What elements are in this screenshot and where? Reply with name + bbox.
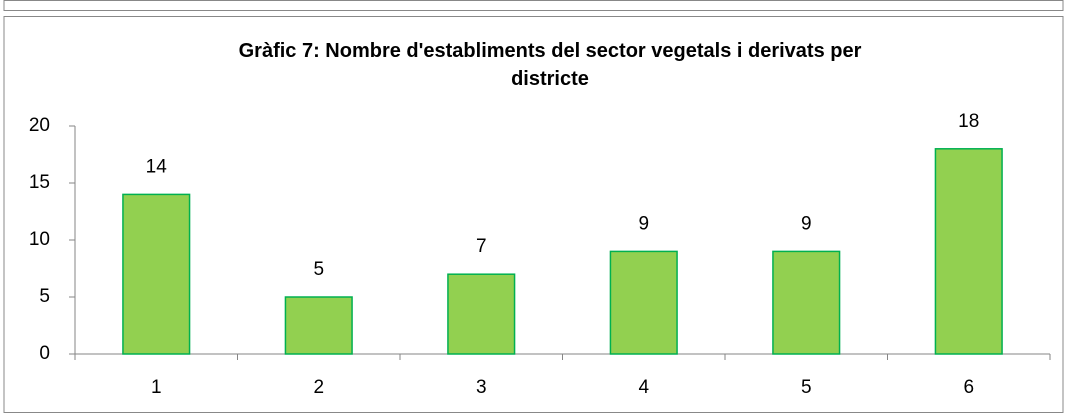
x-tick-label: 1 <box>151 377 162 398</box>
previous-frame <box>3 0 1064 11</box>
bar <box>122 193 191 355</box>
bar <box>284 296 353 355</box>
y-tick-label: 20 <box>29 115 50 136</box>
data-label: 14 <box>146 156 168 177</box>
data-label: 9 <box>638 213 649 234</box>
x-tick-label: 4 <box>638 377 649 398</box>
x-tick-label: 2 <box>313 377 324 398</box>
y-tick-label: 10 <box>29 229 50 250</box>
bar <box>447 273 516 355</box>
data-label: 9 <box>801 213 812 234</box>
x-tick-label: 6 <box>963 377 974 398</box>
data-label: 5 <box>313 259 324 280</box>
x-tick-label: 3 <box>476 377 487 398</box>
x-tick-label: 5 <box>801 377 812 398</box>
chart-title: Gràfic 7: Nombre d'establiments del sect… <box>239 40 862 90</box>
data-label: 7 <box>476 236 487 257</box>
chart-title-group: Gràfic 7: Nombre d'establiments del sect… <box>239 40 862 90</box>
y-tick-label: 0 <box>39 343 50 364</box>
bar <box>934 148 1003 355</box>
data-label: 18 <box>958 111 979 132</box>
y-tick-label: 5 <box>39 286 50 307</box>
bar <box>609 250 678 355</box>
bar <box>772 250 841 355</box>
y-tick-label: 15 <box>29 172 50 193</box>
